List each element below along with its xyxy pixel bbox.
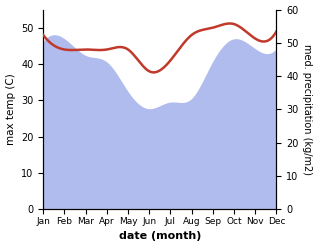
Y-axis label: max temp (C): max temp (C) xyxy=(5,74,16,145)
X-axis label: date (month): date (month) xyxy=(119,231,201,242)
Y-axis label: med. precipitation (kg/m2): med. precipitation (kg/m2) xyxy=(302,44,313,175)
